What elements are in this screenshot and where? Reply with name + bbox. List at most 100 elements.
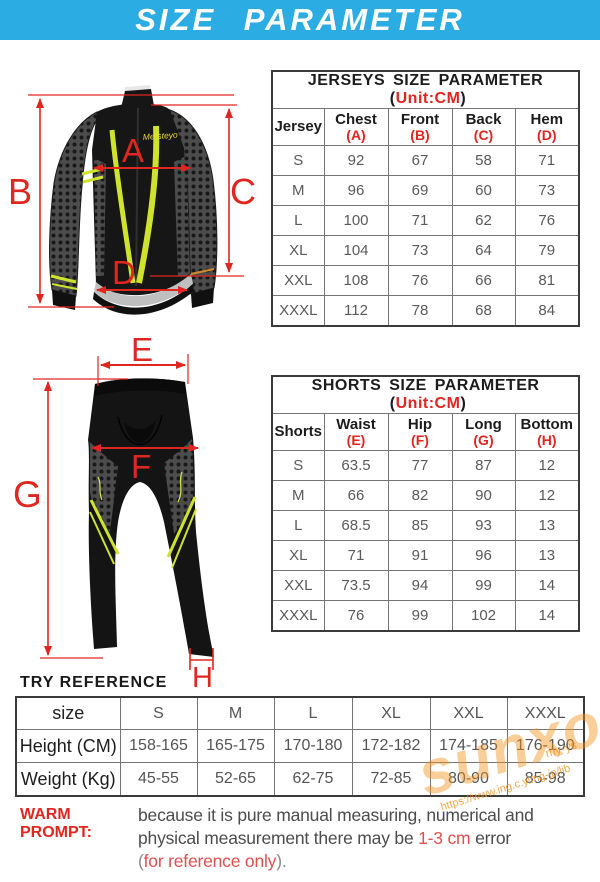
measure-letter-e: E	[131, 331, 154, 368]
measure-letter-c: C	[230, 171, 256, 212]
error-range-text: 1-3 cm	[418, 828, 471, 848]
col-label: Bottom	[520, 416, 574, 433]
table-cell: 52-65	[196, 762, 275, 797]
table-cell: 79	[514, 235, 580, 266]
jerseys-header-row: Jersey Chest (A) Front (B) Back (C) Hem (D)	[271, 108, 580, 146]
shorts-row-l: L 68.5 85 93 13	[271, 510, 580, 541]
ref-header-cell: L	[273, 696, 353, 730]
warm-prompt: WARM PROMPT: because it is pure manual m…	[20, 804, 582, 873]
table-cell: 76	[323, 600, 389, 632]
pants-image	[33, 354, 214, 670]
reference-header-row: size S M L XL XXL XXXL	[15, 696, 585, 730]
table-cell: 76	[387, 265, 453, 296]
table-cell: 14	[514, 570, 580, 601]
measure-letter-h: H	[192, 662, 213, 694]
measure-letter-f: F	[131, 448, 152, 485]
table-cell: 62	[451, 205, 516, 236]
col-header-long: Long (G)	[451, 413, 516, 451]
table-cell: 82	[387, 480, 453, 511]
warm-line-3: (for reference only).	[138, 850, 534, 873]
col-header-back: Back (C)	[451, 108, 516, 146]
paren-close: )	[460, 90, 467, 107]
col-label: Shorts	[274, 423, 322, 440]
table-cell: 71	[387, 205, 453, 236]
shorts-row-m: M 66 82 90 12	[271, 480, 580, 511]
size-cell: S	[271, 145, 325, 176]
size-cell: XXXL	[271, 295, 325, 327]
col-header-hip: Hip (F)	[387, 413, 453, 451]
size-cell: S	[271, 450, 325, 481]
table-cell: 60	[451, 175, 516, 206]
page-title: SIZE PARAMETER	[135, 2, 465, 37]
ref-header-size: size	[15, 696, 121, 730]
table-cell: 172-182	[351, 729, 431, 763]
size-cell: L	[271, 510, 325, 541]
table-cell: 91	[387, 540, 453, 571]
table-cell: 66	[451, 265, 516, 296]
size-cell: XXXL	[271, 600, 325, 632]
col-header-waist: Waist (E)	[323, 413, 389, 451]
shorts-size-table: SHORTS SIZE PARAMETER (Unit:CM) Shorts W…	[271, 375, 581, 632]
table-cell: 78	[387, 295, 453, 327]
try-reference-label: TRY REFERENCE	[20, 674, 168, 691]
ref-row-label: Height (CM)	[15, 729, 121, 763]
reference-weight-row: Weight (Kg) 45-55 52-65 62-75 72-85 80-9…	[15, 762, 585, 797]
col-letter: (G)	[473, 432, 494, 448]
table-cell: 67	[387, 145, 453, 176]
table-cell: 99	[387, 600, 453, 632]
shorts-row-xxxl: XXXL 76 99 102 14	[271, 600, 580, 632]
measure-letter-b: B	[8, 171, 33, 212]
col-header-chest: Chest (A)	[323, 108, 389, 146]
table-cell: 68	[451, 295, 516, 327]
col-label: Waist	[336, 416, 376, 433]
jersey-row-m: M 96 69 60 73	[271, 175, 580, 206]
table-cell: 87	[451, 450, 516, 481]
col-label: Front	[400, 111, 440, 128]
table-cell: 158-165	[119, 729, 198, 763]
pants-measure-lines	[33, 354, 214, 670]
measure-letter-d: D	[112, 254, 136, 291]
table-cell: 96	[451, 540, 516, 571]
title-banner: SIZE PARAMETER	[0, 0, 600, 40]
col-label: Chest	[335, 111, 377, 128]
text-segment: because it is pure manual measuring, num…	[138, 805, 534, 825]
size-cell: M	[271, 175, 325, 206]
table-cell: 73	[387, 235, 453, 266]
col-header-front: Front (B)	[387, 108, 453, 146]
table-cell: 85-98	[506, 762, 585, 797]
size-cell: XL	[271, 540, 325, 571]
table-cell: 96	[323, 175, 389, 206]
table-cell: 71	[514, 145, 580, 176]
warm-line-1: because it is pure manual measuring, num…	[138, 804, 534, 827]
table-cell: 174-185	[429, 729, 508, 763]
table-cell: 63.5	[323, 450, 389, 481]
table-cell: 69	[387, 175, 453, 206]
table-cell: 104	[323, 235, 389, 266]
size-cell: XXL	[271, 265, 325, 296]
warm-prompt-text: because it is pure manual measuring, num…	[138, 804, 534, 873]
col-letter: (C)	[473, 127, 494, 143]
col-header-hem: Hem (D)	[514, 108, 580, 146]
paren-close: )	[460, 395, 467, 412]
size-cell: XL	[271, 235, 325, 266]
text-segment: error	[470, 828, 512, 848]
col-header-jersey: Jersey	[271, 108, 325, 146]
table-title-text: SHORTS SIZE PARAMETER	[311, 377, 540, 394]
size-cell: XXL	[271, 570, 325, 601]
table-cell: 94	[387, 570, 453, 601]
reference-only-text: for reference only	[143, 851, 277, 871]
ref-header-cell: XL	[351, 696, 431, 730]
size-cell: L	[271, 205, 325, 236]
warm-prompt-label: WARM PROMPT:	[20, 806, 92, 841]
ref-header-cell: S	[119, 696, 198, 730]
jerseys-table-title-row: JERSEYS SIZE PARAMETER (Unit:CM)	[271, 70, 580, 109]
table-cell: 176-190	[506, 729, 585, 763]
unit-text: Unit:CM	[395, 395, 461, 412]
jersey-row-s: S 92 67 58 71	[271, 145, 580, 176]
table-cell: 13	[514, 540, 580, 571]
table-cell: 68.5	[323, 510, 389, 541]
table-cell: 108	[323, 265, 389, 296]
measure-letter-a: A	[122, 132, 145, 169]
table-cell: 64	[451, 235, 516, 266]
